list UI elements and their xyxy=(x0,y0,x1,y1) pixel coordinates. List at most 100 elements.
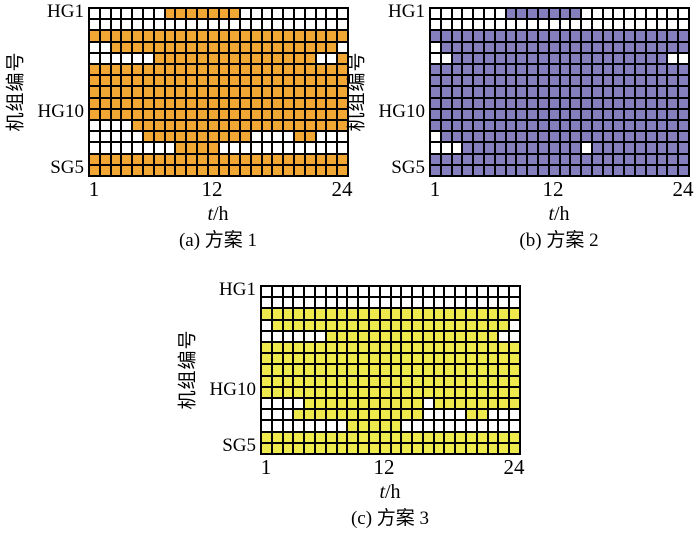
grid-cell xyxy=(433,420,445,432)
grid-cell xyxy=(591,142,603,154)
x-axis-title: t/h xyxy=(499,203,619,226)
grid-cell xyxy=(272,153,284,165)
grid-cell xyxy=(548,119,560,132)
grid-cell xyxy=(390,353,402,365)
grid-cell xyxy=(229,75,241,87)
grid-cell xyxy=(110,75,122,87)
grid-cell xyxy=(451,86,463,98)
grid-cell xyxy=(379,420,391,432)
grid-cell xyxy=(430,142,441,154)
grid-cell xyxy=(516,164,528,176)
grid-cell xyxy=(315,30,327,42)
grid-cell xyxy=(294,52,305,64)
grid-cell xyxy=(229,86,241,98)
grid-cell xyxy=(537,119,549,132)
grid-cell xyxy=(132,63,143,76)
grid-cell xyxy=(153,108,165,120)
grid-cell xyxy=(667,97,679,109)
grid-cell xyxy=(516,41,528,53)
grid-cell xyxy=(358,297,369,309)
grid-cell xyxy=(89,75,100,87)
grid-cell xyxy=(283,75,295,87)
grid-cell xyxy=(401,308,413,320)
grid-cell xyxy=(271,308,283,320)
grid-cell xyxy=(667,19,679,31)
x-axis-title: t/h xyxy=(158,203,278,226)
grid-cell xyxy=(337,142,348,154)
grid-cell xyxy=(326,41,338,53)
grid-cell xyxy=(401,330,413,342)
grid-cell xyxy=(440,8,452,20)
grid-cell xyxy=(401,341,413,354)
grid-cell xyxy=(261,286,272,298)
grid-cell xyxy=(272,19,284,31)
grid-cell xyxy=(132,19,143,31)
grid-cell xyxy=(527,30,538,42)
grid-cell xyxy=(440,119,452,132)
grid-cell xyxy=(218,30,230,42)
grid-cell xyxy=(283,97,295,109)
grid-cell xyxy=(667,41,679,53)
x-tick-24: 24 xyxy=(331,177,353,201)
grid-cell xyxy=(110,86,122,98)
grid-cell xyxy=(164,41,176,53)
grid-cell xyxy=(271,319,283,331)
grid-cell xyxy=(110,63,122,76)
grid-cell xyxy=(667,142,679,154)
grid-cell xyxy=(325,375,337,387)
grid-cell xyxy=(656,30,668,42)
grid-cell xyxy=(487,420,499,432)
grid-cell xyxy=(548,153,560,165)
grid-cell xyxy=(271,431,283,443)
grid-cell xyxy=(314,319,326,331)
grid-cell xyxy=(304,308,315,320)
grid-cell xyxy=(304,119,316,132)
grid-cell xyxy=(229,63,241,76)
grid-cell xyxy=(430,86,441,98)
grid-cell xyxy=(240,41,251,53)
grid-cell xyxy=(487,409,499,421)
grid-cell xyxy=(430,19,441,31)
grid-cell xyxy=(175,8,187,20)
grid-cell xyxy=(282,442,294,454)
grid-cell xyxy=(537,97,549,109)
grid-cell xyxy=(422,397,434,410)
grid-cell xyxy=(483,131,495,143)
grid-cell xyxy=(559,131,571,143)
grid-cell xyxy=(358,341,369,354)
grid-cell xyxy=(498,364,510,376)
grid-cell xyxy=(613,164,625,176)
grid-cell xyxy=(294,63,305,76)
grid-cell xyxy=(455,386,467,398)
grid-cell xyxy=(624,63,636,76)
grid-cell xyxy=(509,409,520,421)
grid-cell xyxy=(99,108,111,120)
chart-caption: (b) 方案 2 xyxy=(519,230,599,251)
grid-cell xyxy=(337,75,348,87)
grid-cell xyxy=(315,108,327,120)
grid-cell xyxy=(89,119,100,132)
grid-cell xyxy=(261,341,272,354)
grid-cell xyxy=(390,431,402,443)
grid-cell xyxy=(272,142,284,154)
grid-cell xyxy=(412,431,423,443)
grid-cell xyxy=(325,330,337,342)
grid-cell xyxy=(570,19,582,31)
grid-cell xyxy=(390,386,402,398)
grid-cell xyxy=(581,164,592,176)
grid-cell xyxy=(336,308,348,320)
grid-cell xyxy=(304,386,315,398)
grid-cell xyxy=(591,131,603,143)
grid-cell xyxy=(422,409,434,421)
grid-cell xyxy=(412,375,423,387)
grid-cell xyxy=(294,108,305,120)
grid-cell xyxy=(164,8,176,20)
grid-cell xyxy=(293,297,305,309)
grid-cell xyxy=(207,52,219,64)
grid-cell xyxy=(476,431,488,443)
chart-plan-3: 机组编号 HG1 HG10 SG5 1 12 24 t/h (c) 方案 3 xyxy=(172,278,525,540)
grid-cell xyxy=(196,131,208,143)
grid-cell xyxy=(314,442,326,454)
grid-cell xyxy=(186,119,197,132)
grid-cell xyxy=(121,108,133,120)
